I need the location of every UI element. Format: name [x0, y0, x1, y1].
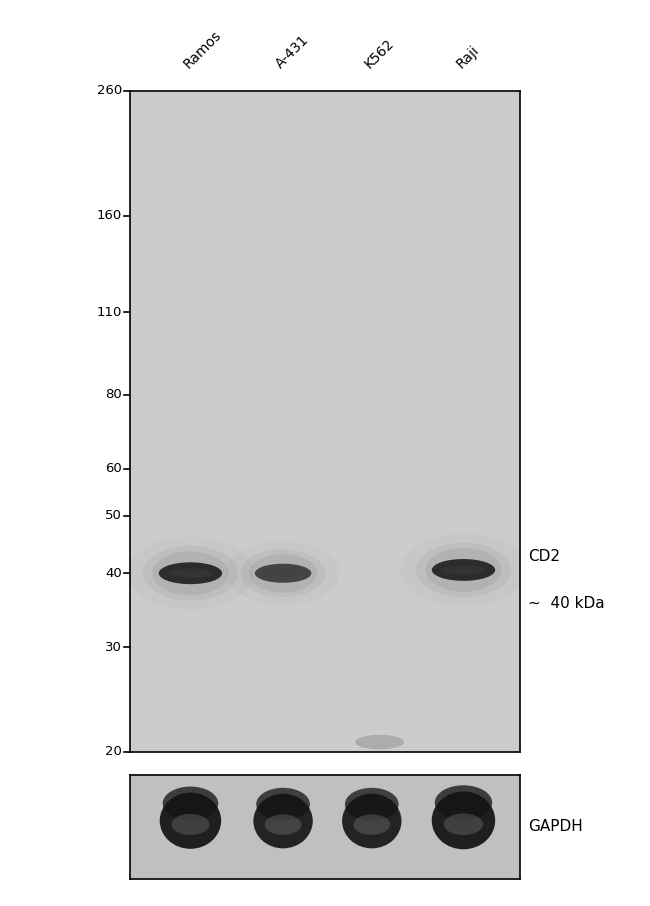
Text: CD2: CD2: [528, 549, 560, 564]
Text: A-431: A-431: [273, 33, 312, 71]
Text: 20: 20: [105, 746, 122, 758]
Ellipse shape: [162, 786, 218, 820]
Text: GAPDH: GAPDH: [528, 819, 582, 834]
Ellipse shape: [263, 569, 303, 577]
Ellipse shape: [435, 786, 492, 820]
Text: Ramos: Ramos: [181, 27, 224, 71]
Ellipse shape: [355, 735, 404, 749]
Ellipse shape: [416, 543, 511, 597]
Ellipse shape: [255, 564, 311, 583]
Text: Raji: Raji: [454, 43, 482, 71]
Ellipse shape: [432, 559, 495, 581]
Text: 110: 110: [97, 306, 122, 319]
Text: 60: 60: [105, 462, 122, 476]
Text: 50: 50: [105, 509, 122, 522]
Text: 80: 80: [105, 388, 122, 401]
Text: 260: 260: [97, 84, 122, 97]
Ellipse shape: [256, 788, 310, 821]
Ellipse shape: [354, 814, 390, 834]
Text: ~  40 kDa: ~ 40 kDa: [528, 595, 605, 611]
Ellipse shape: [152, 552, 229, 595]
Text: 40: 40: [105, 567, 122, 580]
Ellipse shape: [160, 793, 221, 849]
Ellipse shape: [249, 554, 317, 593]
Ellipse shape: [265, 814, 302, 834]
Text: K562: K562: [362, 36, 396, 71]
Ellipse shape: [159, 563, 222, 584]
Ellipse shape: [254, 794, 313, 848]
Ellipse shape: [345, 788, 398, 821]
Text: 160: 160: [97, 209, 122, 222]
Ellipse shape: [172, 814, 209, 835]
Ellipse shape: [444, 814, 483, 835]
Ellipse shape: [240, 549, 326, 597]
Ellipse shape: [168, 569, 213, 578]
Ellipse shape: [425, 548, 502, 592]
Ellipse shape: [432, 792, 495, 849]
Text: 30: 30: [105, 641, 122, 654]
Ellipse shape: [342, 794, 402, 848]
Ellipse shape: [143, 546, 238, 601]
Ellipse shape: [441, 565, 486, 574]
